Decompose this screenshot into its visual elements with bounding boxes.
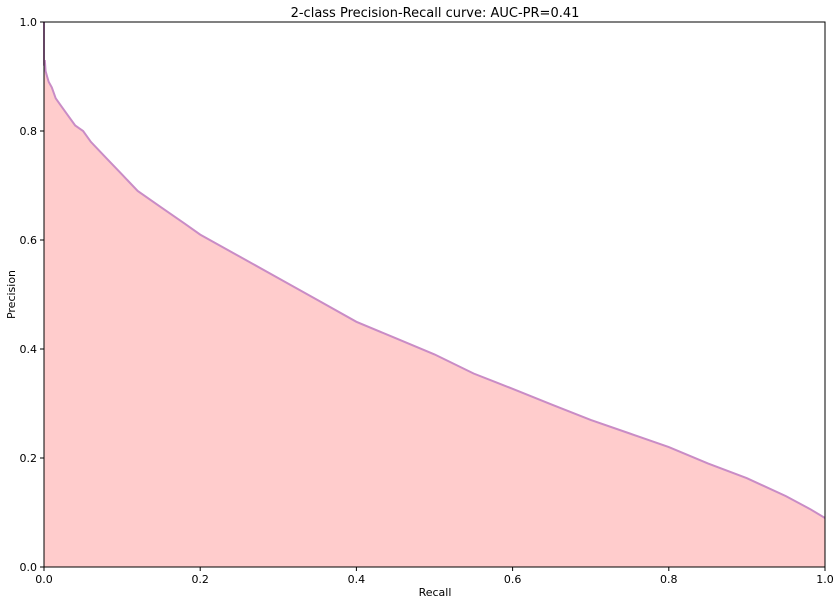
x-tick-label: 0.0 <box>35 573 53 586</box>
precision-recall-curve <box>43 22 826 519</box>
y-tick-label: 0.0 <box>20 561 38 574</box>
y-axis-label: Precision <box>5 270 18 319</box>
y-tick-label: 0.6 <box>20 234 38 247</box>
y-tick-label: 0.2 <box>20 452 38 465</box>
precision-recall-area <box>44 22 825 567</box>
x-tick-label: 0.6 <box>504 573 522 586</box>
y-axis: 0.0 0.2 0.4 0.6 0.8 1.0 <box>20 16 44 574</box>
x-axis: 0.0 0.2 0.4 0.6 0.8 1.0 <box>35 567 834 586</box>
x-tick-label: 0.4 <box>348 573 366 586</box>
y-tick-label: 0.4 <box>20 343 38 356</box>
y-tick-label: 0.8 <box>20 125 38 138</box>
y-tick-label: 1.0 <box>20 16 38 29</box>
x-tick-label: 1.0 <box>816 573 834 586</box>
x-tick-label: 0.8 <box>660 573 678 586</box>
x-tick-label: 0.2 <box>191 573 209 586</box>
plot-frame <box>43 21 826 568</box>
chart-title: 2-class Precision-Recall curve: AUC-PR=0… <box>291 6 580 21</box>
x-axis-label: Recall <box>419 586 452 599</box>
